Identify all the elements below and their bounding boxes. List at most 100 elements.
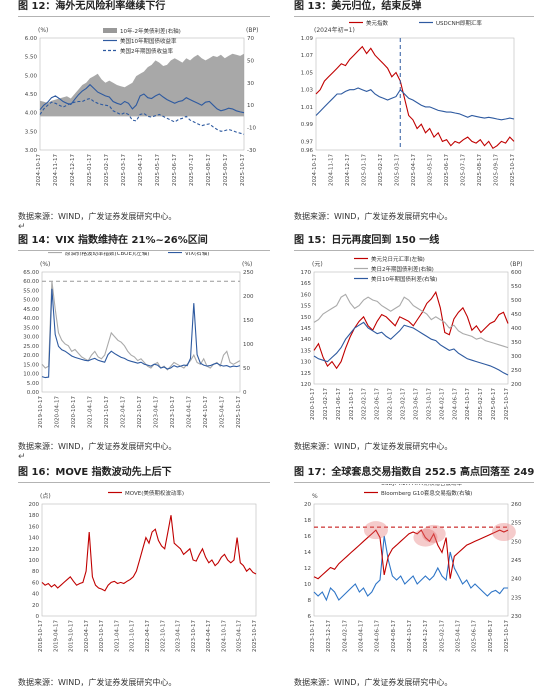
x-tick-label: 2021-02-17	[323, 388, 329, 420]
x-tick-label: 2020-04-17	[84, 620, 90, 652]
y-left-tick-label: 1.07	[301, 53, 314, 59]
x-tick-label: 2025-08-17	[477, 154, 483, 186]
x-tick-label: 2025-10-17	[240, 154, 246, 186]
panel-fig17: 图 17：全球套息交易指数自 252.5 高点回落至 249 6 8 10 12 14 1…	[294, 466, 534, 687]
x-tick-label: 2025-05-17	[428, 154, 434, 186]
series-line-0	[313, 290, 509, 370]
panel-fig13: 图 13：美元归位，结束反弹 0.96 0.97 0.99 1.01 1.03 1.05 1…	[294, 0, 534, 221]
x-tick-label: 2025-10-17	[252, 620, 258, 652]
series-line-1	[313, 293, 509, 349]
y-left-tick-label: 165	[301, 281, 312, 287]
x-tick-label: 2025-10-17	[236, 396, 242, 428]
y-left-tick-label: 0.99	[301, 122, 314, 128]
y-left-tick-label: 20	[304, 502, 311, 508]
x-tick-label: 2021-06-17	[336, 388, 342, 420]
x-tick-label: 2023-04-17	[176, 620, 182, 652]
chart-title-12: 图 12：海外无风险利率继续下行	[18, 0, 270, 17]
y-right-tick-label: 450	[511, 312, 522, 318]
y-right-tick-label: 0	[243, 390, 247, 396]
x-tick-label: 2025-04-17	[411, 154, 417, 186]
y-right-tick-label: 550	[511, 284, 522, 290]
y-left-tick-label: 6	[308, 614, 312, 620]
x-tick-label: 2024-11-17	[53, 154, 59, 186]
y-left-tick-label: 135	[301, 348, 312, 354]
x-tick-label: 2020-04-17	[55, 396, 61, 428]
peak-highlight	[491, 523, 516, 541]
series-line-0	[315, 45, 515, 150]
y-right-tick-label: 235	[511, 595, 522, 601]
x-tick-label: 2019-10-17	[69, 620, 75, 652]
y-left-tick-label: 125	[301, 371, 312, 377]
chart-15: 120 125 130 135 140 145 150 155 160 165 170 200 250 3…	[301, 255, 523, 420]
x-tick-label: 2025-06-17	[444, 154, 450, 186]
y-left-tick-label: 1.03	[301, 88, 314, 94]
y-right-tick-label: 240	[511, 577, 522, 583]
x-tick-label: 2024-10-17	[203, 396, 209, 428]
y-left-tick-label: 100	[29, 558, 40, 564]
y-left-tick-label: 10.00	[23, 372, 39, 378]
legend-swatch	[103, 28, 117, 33]
y-left-unit: (2024年初=1)	[314, 26, 355, 34]
y-right-tick-label: 200	[511, 382, 522, 388]
x-tick-label: 2024-12-17	[423, 620, 429, 652]
x-tick-label: 2025-06-17	[172, 154, 178, 186]
x-tick-label: 2023-10-17	[191, 620, 197, 652]
y-right-tick-label: 150	[243, 318, 254, 324]
x-tick-label: 2022-10-17	[160, 620, 166, 652]
series-line-0	[313, 535, 508, 602]
y-right-tick-label: -30	[247, 148, 256, 154]
y-right-tick-label: 50	[247, 58, 254, 64]
x-tick-label: 2025-02-17	[378, 154, 384, 186]
y-right-tick-label: 100	[243, 342, 254, 348]
x-tick-label: 2024-12-17	[70, 154, 76, 186]
x-tick-label: 2025-02-17	[478, 388, 484, 420]
y-left-tick-label: 40.00	[23, 316, 39, 322]
y-left-tick-label: 170	[301, 270, 312, 276]
y-left-tick-label: 20.00	[23, 353, 39, 359]
y-left-tick-label: 5.00	[27, 381, 40, 387]
chart-title-17: 图 17：全球套息交易指数自 252.5 高点回落至 249	[294, 466, 534, 483]
x-tick-label: 2023-06-17	[413, 388, 419, 420]
y-right-tick-label: 300	[511, 354, 522, 360]
series-line-2	[39, 97, 245, 135]
y-left-tick-label: 60.00	[23, 279, 39, 285]
x-tick-label: 2022-10-17	[137, 396, 143, 428]
y-left-tick-label: 1.09	[301, 36, 314, 42]
x-tick-label: 2021-10-17	[104, 396, 110, 428]
y-left-tick-label: 50.00	[23, 298, 39, 304]
chart-13: 0.96 0.97 0.99 1.01 1.03 1.05 1.07 1.09(2024年初=…	[301, 19, 516, 186]
x-tick-label: 2025-01-17	[87, 154, 93, 186]
series-line-0	[41, 515, 257, 592]
x-tick-label: 2021-10-17	[349, 388, 355, 420]
source-17: 数据来源：WIND，广发证券发展研究中心。	[294, 678, 453, 687]
x-tick-label: 2025-09-17	[223, 154, 229, 186]
x-tick-label: 2025-06-17	[472, 620, 478, 652]
peak-highlight	[413, 528, 438, 547]
y-left-tick-label: 120	[301, 382, 312, 388]
chart-17: 6 8 10 12 14 16 18 20 230 235 240 245 250 255 260% 2023…	[304, 484, 522, 652]
y-left-tick-label: 6.00	[25, 36, 38, 42]
y-left-tick-label: 16	[304, 534, 311, 540]
x-tick-label: 2024-10-17	[465, 388, 471, 420]
x-tick-label: 2022-06-17	[375, 388, 381, 420]
y-left-tick-label: 160	[29, 524, 40, 530]
y-left-tick-label: 30.00	[23, 335, 39, 341]
y-left-tick-label: 8	[308, 598, 312, 604]
y-left-tick-label: 20	[32, 603, 39, 609]
y-left-tick-label: 18	[304, 518, 311, 524]
x-tick-label: 2024-06-17	[375, 620, 381, 652]
paragraph-mark: ↵	[18, 452, 26, 462]
y-right-tick-label: 500	[511, 298, 522, 304]
x-tick-label: 2025-03-17	[121, 154, 127, 186]
y-left-tick-label: 15.00	[23, 362, 39, 368]
series-line-1	[41, 288, 241, 379]
legend-label: 原油价格波动率指数(CBOE)(左轴)	[65, 252, 149, 257]
x-tick-label: 2024-10-17	[221, 620, 227, 652]
source-12: 数据来源：WIND，广发证券发展研究中心。	[18, 212, 177, 221]
panel-fig12: 图 12：海外无风险利率继续下行 3.00 3.50 4.00 4.50 5.00 5.5…	[18, 0, 270, 221]
x-tick-label: 2022-02-17	[362, 388, 368, 420]
y-left-unit: (元)	[312, 261, 323, 268]
x-tick-label: 2023-12-17	[326, 620, 332, 652]
panel-fig15: 图 15：日元再度回到 150 一线 120 125 130 135 140 145 150…	[294, 234, 534, 451]
y-right-unit: (%)	[242, 261, 252, 268]
